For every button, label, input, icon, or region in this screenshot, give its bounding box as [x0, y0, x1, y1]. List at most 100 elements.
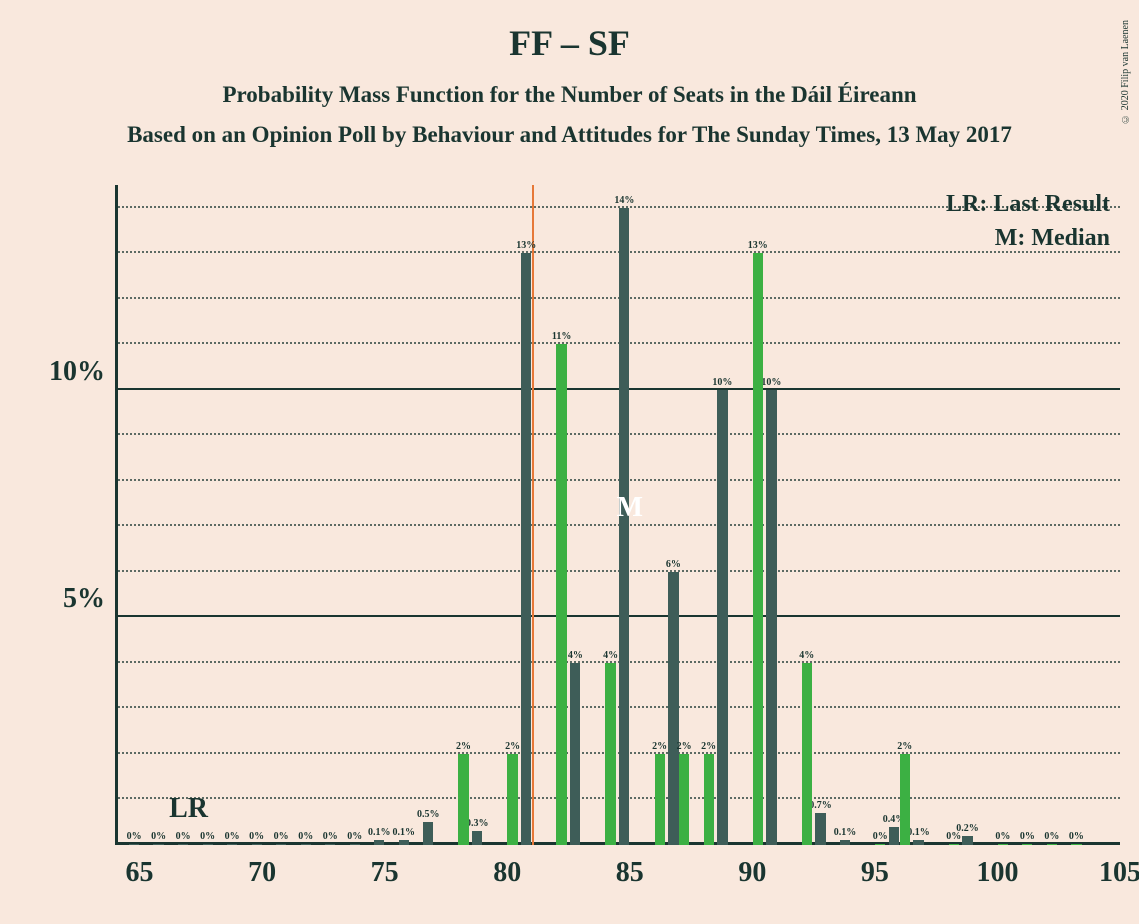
- bar-dark: 0.5%: [423, 822, 433, 845]
- bar-green: 13%: [753, 253, 763, 845]
- bar-value-label: 0%: [249, 831, 264, 842]
- bar-value-label: 14%: [614, 195, 634, 206]
- x-tick-label: 90: [738, 857, 766, 889]
- bar-green: 2%: [655, 754, 665, 845]
- bar-green: 2%: [679, 754, 689, 845]
- last-result-line: [532, 185, 534, 845]
- bar-value-label: 4%: [603, 650, 618, 661]
- bar-dark: 0.1%: [913, 840, 923, 845]
- bar-green: 0%: [998, 844, 1008, 845]
- bar-value-label: 4%: [568, 650, 583, 661]
- x-tick-label: 105: [1099, 857, 1139, 889]
- last-result-marker: LR: [169, 793, 208, 825]
- bar-value-label: 0.5%: [417, 809, 440, 820]
- bar-value-label: 0%: [873, 831, 888, 842]
- bar-value-label: 0%: [323, 831, 338, 842]
- legend-last-result: LR: Last Result: [946, 191, 1110, 218]
- bar-green: 0%: [875, 844, 885, 845]
- y-tick-label: 10%: [49, 356, 105, 388]
- bar-value-label: 0%: [127, 831, 142, 842]
- y-axis: [115, 185, 118, 845]
- bar-value-label: 2%: [652, 741, 667, 752]
- bar-dark: 0.1%: [374, 840, 384, 845]
- bar-value-label: 0.1%: [907, 827, 930, 838]
- x-tick-label: 95: [861, 857, 889, 889]
- x-tick-label: 80: [493, 857, 521, 889]
- bar-dark: 0%: [153, 844, 163, 845]
- bar-dark: 0%: [325, 844, 335, 845]
- chart-subtitle-2: Based on an Opinion Poll by Behaviour an…: [0, 122, 1139, 148]
- gridline-minor: [115, 797, 1120, 799]
- bar-green: 0%: [1047, 844, 1057, 845]
- bar-dark: 6%: [668, 572, 678, 845]
- bar-value-label: 0%: [176, 831, 191, 842]
- bar-dark: 0.1%: [399, 840, 409, 845]
- copyright-text: © 2020 Filip van Laenen: [1120, 20, 1131, 124]
- bar-value-label: 0%: [946, 831, 961, 842]
- bar-dark: 10%: [766, 390, 776, 845]
- gridline-minor: [115, 433, 1120, 435]
- bar-green: 4%: [802, 663, 812, 845]
- bar-green: 0%: [949, 844, 959, 845]
- bar-value-label: 0%: [200, 831, 215, 842]
- bar-value-label: 10%: [712, 377, 732, 388]
- x-tick-label: 75: [371, 857, 399, 889]
- x-tick-label: 85: [616, 857, 644, 889]
- gridline-minor: [115, 297, 1120, 299]
- bar-value-label: 0%: [274, 831, 289, 842]
- bar-dark: 14%: [619, 208, 629, 845]
- chart-subtitle-1: Probability Mass Function for the Number…: [0, 82, 1139, 108]
- median-marker: M: [617, 492, 643, 524]
- bar-dark: 0.3%: [472, 831, 482, 845]
- x-tick-label: 70: [248, 857, 276, 889]
- bar-value-label: 0.1%: [392, 827, 415, 838]
- bar-green: 2%: [458, 754, 468, 845]
- x-tick-label: 65: [126, 857, 154, 889]
- bar-dark: 0%: [227, 844, 237, 845]
- bar-dark: 0%: [350, 844, 360, 845]
- bar-green: 2%: [900, 754, 910, 845]
- legend-median: M: Median: [995, 225, 1110, 252]
- bar-value-label: 4%: [799, 650, 814, 661]
- bar-dark: 13%: [521, 253, 531, 845]
- y-tick-label: 5%: [63, 583, 105, 615]
- gridline-minor: [115, 752, 1120, 754]
- bar-green: 0%: [1071, 844, 1081, 845]
- bar-dark: 0.4%: [889, 827, 899, 845]
- bar-green: 4%: [605, 663, 615, 845]
- bar-green: 2%: [704, 754, 714, 845]
- bar-dark: 10%: [717, 390, 727, 845]
- bar-value-label: 2%: [456, 741, 471, 752]
- gridline-minor: [115, 661, 1120, 663]
- bar-value-label: 0%: [1044, 831, 1059, 842]
- bar-green: 11%: [556, 344, 566, 845]
- bar-value-label: 0%: [151, 831, 166, 842]
- bar-dark: 0.2%: [962, 836, 972, 845]
- bar-dark: 0%: [178, 844, 188, 845]
- bar-value-label: 2%: [701, 741, 716, 752]
- gridline-minor: [115, 706, 1120, 708]
- bar-value-label: 0%: [225, 831, 240, 842]
- x-tick-label: 100: [976, 857, 1018, 889]
- gridline-minor: [115, 251, 1120, 253]
- gridline-major: [115, 615, 1120, 617]
- gridline-minor: [115, 342, 1120, 344]
- bar-value-label: 13%: [516, 240, 536, 251]
- gridline-minor: [115, 524, 1120, 526]
- bar-value-label: 0.7%: [809, 800, 832, 811]
- bar-dark: 0%: [129, 844, 139, 845]
- bar-value-label: 2%: [897, 741, 912, 752]
- bar-dark: 0%: [276, 844, 286, 845]
- bar-value-label: 11%: [552, 331, 571, 342]
- bar-green: 2%: [507, 754, 517, 845]
- bar-value-label: 0.3%: [466, 818, 489, 829]
- gridline-major: [115, 388, 1120, 390]
- bar-dark: 0%: [203, 844, 213, 845]
- bar-value-label: 0%: [1069, 831, 1084, 842]
- gridline-minor: [115, 479, 1120, 481]
- bar-dark: 4%: [570, 663, 580, 845]
- bar-value-label: 10%: [761, 377, 781, 388]
- chart-plot-area: 5%10%657075808590951001050%0%0%0%0%0%0%0…: [115, 185, 1120, 845]
- gridline-minor: [115, 570, 1120, 572]
- bar-value-label: 2%: [677, 741, 692, 752]
